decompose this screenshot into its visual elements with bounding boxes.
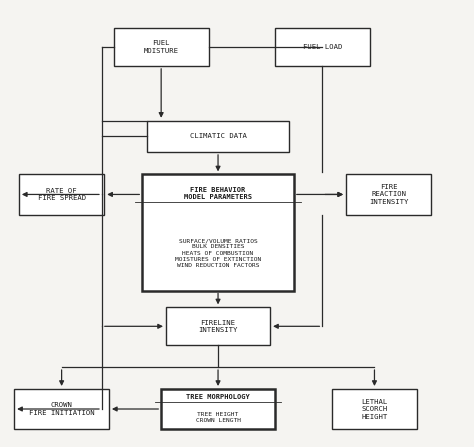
Text: CROWN
FIRE INITIATION: CROWN FIRE INITIATION (29, 402, 94, 416)
FancyBboxPatch shape (147, 121, 289, 152)
Text: CLIMATIC DATA: CLIMATIC DATA (190, 133, 246, 139)
Text: TREE MORPHOLOGY: TREE MORPHOLOGY (186, 394, 250, 400)
Text: FIRE BEHAVIOR
MODEL PARAMETERS: FIRE BEHAVIOR MODEL PARAMETERS (184, 187, 252, 200)
FancyBboxPatch shape (114, 28, 209, 66)
FancyBboxPatch shape (14, 389, 109, 429)
FancyBboxPatch shape (142, 174, 294, 291)
FancyBboxPatch shape (332, 389, 417, 429)
Text: SURFACE/VOLUME RATIOS
BULK DENSITIES
HEATS OF COMBUSTION
MOISTURES OF EXTINCTION: SURFACE/VOLUME RATIOS BULK DENSITIES HEA… (175, 238, 261, 268)
Text: TREE HEIGHT
CROWN LENGTH: TREE HEIGHT CROWN LENGTH (196, 412, 240, 423)
FancyBboxPatch shape (275, 28, 370, 66)
FancyBboxPatch shape (19, 174, 104, 215)
Text: LETHAL
SCORCH
HEIGHT: LETHAL SCORCH HEIGHT (361, 399, 388, 419)
Text: FUEL LOAD: FUEL LOAD (302, 44, 342, 50)
Text: RATE OF
FIRE SPREAD: RATE OF FIRE SPREAD (37, 188, 86, 201)
Text: FUEL
MOISTURE: FUEL MOISTURE (144, 40, 179, 54)
FancyBboxPatch shape (161, 389, 275, 429)
FancyBboxPatch shape (346, 174, 431, 215)
Text: FIRELINE
INTENSITY: FIRELINE INTENSITY (198, 320, 238, 333)
FancyBboxPatch shape (166, 308, 270, 345)
Text: FIRE
REACTION
INTENSITY: FIRE REACTION INTENSITY (369, 184, 409, 205)
